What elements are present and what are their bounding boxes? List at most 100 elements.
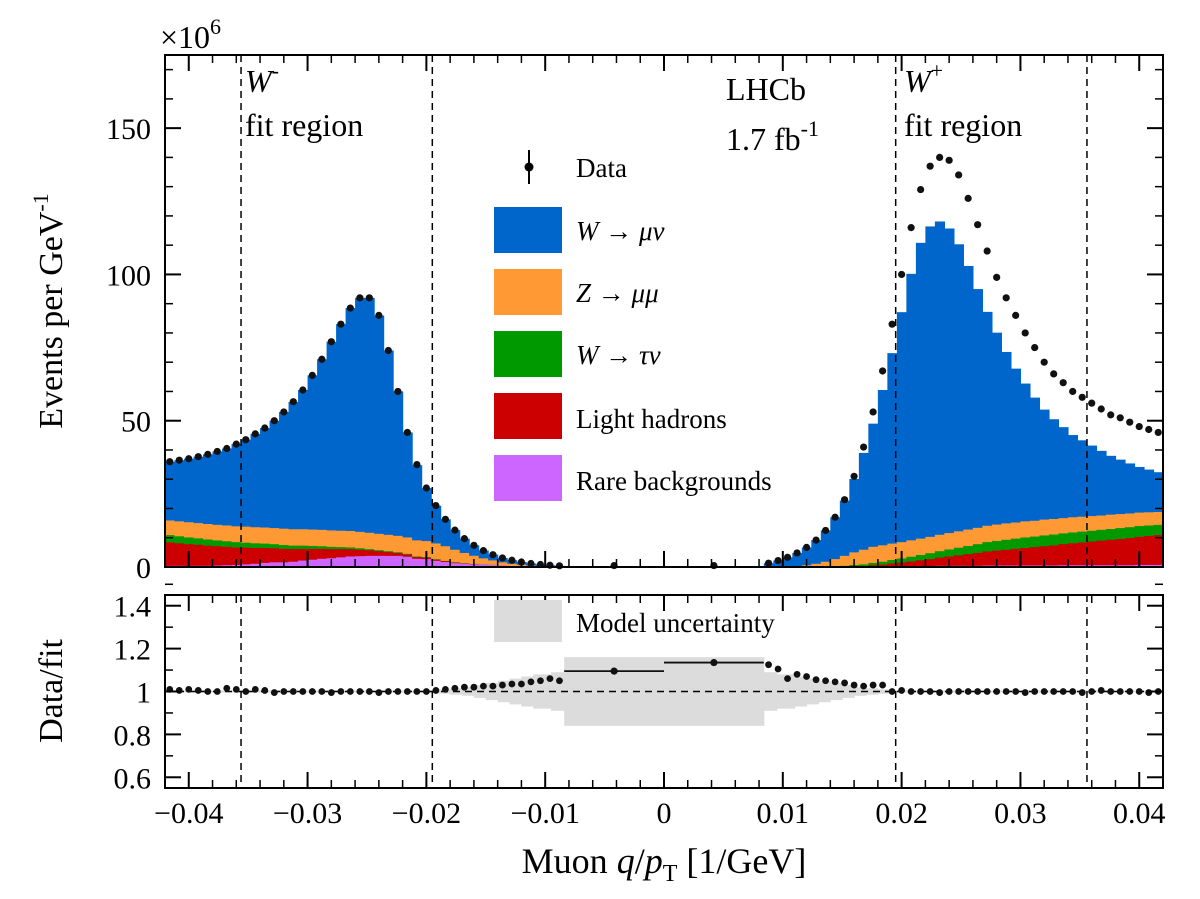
bar-wtaunu-neg-19	[345, 547, 356, 550]
bar-zmumu-pos-23	[982, 525, 993, 543]
bar-zmumu-neg-21	[364, 532, 375, 550]
ratio-x-ticks: −0.04 −0.03 −0.02 −0.01 0 0.01 0.02 0.03 0.04	[154, 595, 1165, 830]
data-point-neg-7	[232, 440, 240, 448]
data-point-pos-29	[1040, 358, 1048, 366]
bar-rare-neg-20	[355, 555, 366, 567]
data-point-pos-32	[1069, 387, 1077, 396]
svg-text:W → μν: W → μν	[576, 216, 665, 246]
bar-lighthad-pos-30	[1048, 545, 1060, 566]
bar-wtaunu-neg-10	[260, 543, 271, 548]
bar-zmumu-neg-20	[355, 531, 366, 549]
ratio-point-neg-33	[480, 682, 487, 690]
ratio-point-pos-18	[936, 689, 944, 696]
data-point-pos-7	[831, 513, 839, 521]
ratio-ytick-label-1: 0.8	[114, 719, 152, 752]
ratio-point-pos-27	[1021, 689, 1029, 696]
x-axis-title: Muon q/pT [1/GeV]	[522, 841, 807, 887]
bar-wtaunu-pos-37	[1115, 527, 1126, 539]
bar-wtaunu-neg-6	[222, 540, 233, 547]
bar-lighthad-neg-21	[364, 550, 375, 556]
legend-entry-zmumu: Z → μμ	[494, 269, 659, 315]
ratio-point-pos-26	[1012, 688, 1020, 695]
bar-wtaunu-pos-11	[868, 562, 879, 566]
data-point-pos-31	[1059, 379, 1067, 387]
ratio-point-pos-20	[955, 688, 963, 695]
bar-wtaunu-neg-7	[231, 541, 242, 548]
bar-wmunu-pos-3	[792, 552, 803, 567]
data-point-neg-35	[498, 554, 507, 562]
bar-wtaunu-pos-36	[1105, 528, 1117, 540]
ratio-point-neg-36	[508, 680, 516, 688]
ratio-point-neg-14	[299, 688, 307, 695]
bar-zmumu-neg-8	[241, 526, 252, 543]
data-point-pos-3	[793, 549, 801, 557]
data-point-pos-0	[764, 559, 773, 567]
ratio-point-pos-13	[888, 688, 896, 695]
bar-wtaunu-pos-17	[925, 552, 936, 560]
data-point-pos-27	[1021, 329, 1029, 337]
bar-wmunu-pos-6	[820, 530, 831, 562]
ratio-point-neg-5	[213, 688, 221, 695]
bar-wmunu-pos-36	[1105, 455, 1117, 515]
ratio-point-neg-9	[251, 685, 259, 693]
uncertainty-segment-19	[842, 685, 855, 698]
xtick-label-8: 0.04	[1113, 797, 1166, 830]
data-point-pos-14	[898, 270, 906, 279]
bar-lighthad-pos-24	[991, 550, 1003, 566]
bar-zmumu-neg-1	[174, 521, 185, 537]
bar-wmunu-neg-31	[459, 538, 470, 553]
ratio-point-pos-1	[774, 665, 782, 673]
data-point-pos-20	[955, 171, 963, 179]
bar-wtaunu-neg-11	[269, 543, 280, 549]
bar-zmumu-neg-33	[478, 558, 489, 565]
bar-lighthad-neg-31	[459, 563, 470, 564]
ratio-ytick-label-0: 0.6	[114, 762, 152, 795]
bar-wtaunu-pos-30	[1048, 534, 1060, 546]
bar-zmumu-neg-10	[260, 527, 271, 544]
ratio-point-pos-38	[1126, 688, 1134, 695]
bar-wtaunu-pos-23	[982, 541, 993, 552]
bar-rare-neg-25	[402, 556, 413, 567]
bar-lighthad-neg-16	[317, 548, 328, 559]
data-point-pos-37	[1116, 414, 1124, 422]
bar-zmumu-neg-12	[279, 528, 290, 546]
bar-lighthad-pos-33	[1077, 542, 1088, 566]
ratio-point-neg-26	[413, 688, 421, 695]
bar-zmumu-pos-17	[925, 536, 936, 554]
bar-zmumu-pos-5	[811, 563, 822, 567]
bar-wmunu-pos-2	[782, 557, 793, 567]
bar-lighthad-pos-22	[972, 552, 983, 566]
bar-zmumu-neg-4	[203, 523, 214, 540]
data-point-pos-24	[993, 273, 1001, 281]
bar-rare-pos-37	[1115, 564, 1126, 567]
bar-lighthad-neg-6	[222, 546, 233, 566]
data-point-pos-38	[1126, 418, 1134, 426]
bar-wtaunu-pos-26	[1010, 538, 1022, 549]
svg-text:Data: Data	[576, 153, 627, 183]
data-point-pos-8	[840, 496, 849, 504]
bar-wtaunu-neg-15	[307, 545, 318, 549]
bar-lighthad-neg-30	[450, 562, 461, 564]
data-point-pos-10	[860, 443, 868, 451]
ratio-data-points	[166, 658, 1162, 696]
ratio-point-pos-39	[1135, 688, 1143, 695]
bar-lighthad-pos-21	[963, 553, 974, 566]
bar-lighthad-neg-11	[269, 547, 280, 563]
data-point-neg-17	[327, 338, 335, 346]
bar-wtaunu-pos-15	[906, 556, 917, 562]
bar-wtaunu-neg-21	[364, 548, 375, 551]
ratio-point-pos-28	[1031, 688, 1039, 695]
bar-rare-neg-24	[393, 555, 404, 567]
bar-rare-neg-26	[412, 558, 423, 567]
data-point-pos-21	[964, 194, 972, 202]
bar-zmumu-neg-17	[326, 530, 337, 547]
bar-zmumu-neg-26	[412, 540, 423, 557]
bar-zmumu-pos-6	[820, 561, 831, 567]
bar-wtaunu-neg-5	[212, 540, 223, 547]
bar-rare-neg-6	[222, 564, 233, 567]
xtick-label-5: 0.01	[757, 797, 810, 830]
bar-wmunu-pos-7	[830, 517, 841, 560]
bar-wmunu-neg-29	[440, 519, 451, 547]
bar-wmunu-pos-11	[868, 423, 879, 547]
bar-wmunu-neg-18	[336, 324, 347, 531]
